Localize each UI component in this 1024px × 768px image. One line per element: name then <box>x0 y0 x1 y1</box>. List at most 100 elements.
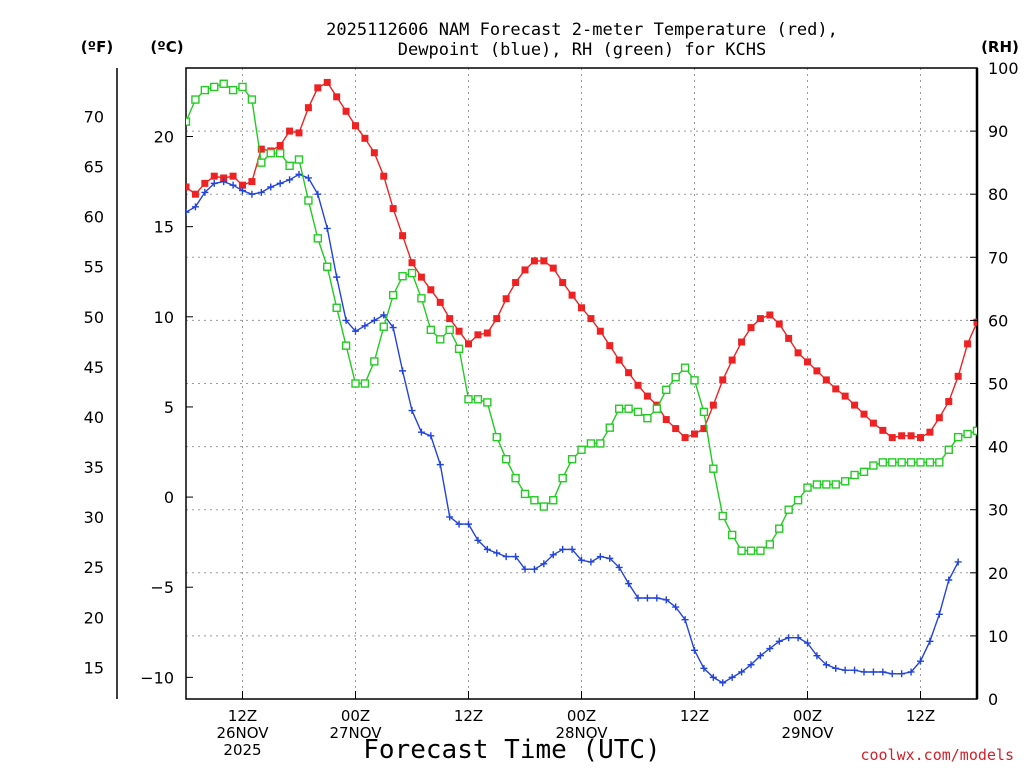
relative-humidity-point <box>963 429 972 439</box>
relative-humidity-point <box>784 505 793 514</box>
2-meter-temperature-point <box>210 172 218 180</box>
2-meter-temperature-point <box>314 84 322 92</box>
relative-humidity-point <box>690 376 699 385</box>
dewpoint-point <box>239 187 246 195</box>
dewpoint-point <box>672 603 680 611</box>
dewpoint-point <box>370 316 378 324</box>
tick-labels: −10−505101520152025303540455055606570010… <box>84 59 1019 759</box>
fahrenheit-tick-label: 35 <box>84 458 104 477</box>
2-meter-temperature-point <box>229 172 237 180</box>
2-meter-temperature-point <box>380 172 388 180</box>
dewpoint-point <box>465 520 472 528</box>
time-tick-label: 00Z <box>567 707 596 725</box>
dewpoint-point <box>719 679 727 687</box>
2-meter-temperature-point <box>446 315 454 323</box>
2-meter-temperature-point <box>295 129 303 137</box>
dewpoint-point <box>945 576 953 584</box>
time-tick-label: 27NOV <box>329 724 382 742</box>
relative-humidity-point <box>332 303 341 312</box>
relative-humidity-point <box>483 398 492 407</box>
relative-humidity-point <box>746 546 756 555</box>
2-meter-temperature-point <box>662 416 670 424</box>
relative-humidity-point <box>351 379 360 388</box>
2-meter-temperature-point <box>879 426 887 434</box>
relative-humidity-point <box>379 322 388 331</box>
dewpoint-point <box>380 311 388 319</box>
dewpoint-point <box>804 639 811 647</box>
2-meter-temperature-point <box>860 410 868 418</box>
rh-unit-label: (RH) <box>981 38 1019 56</box>
relative-humidity-point <box>925 458 935 467</box>
fahrenheit-tick-label: 65 <box>84 158 104 177</box>
relative-humidity-point <box>492 432 501 442</box>
dewpoint-point <box>606 554 614 562</box>
dewpoint-point <box>898 670 906 678</box>
relative-humidity-point <box>323 262 332 271</box>
chart-title-line-1: 2025112606 NAM Forecast 2-meter Temperat… <box>326 20 838 40</box>
relative-humidity-point <box>953 432 963 442</box>
relative-humidity-point <box>671 372 680 382</box>
2-meter-temperature-point <box>352 122 359 130</box>
rh-tick-label: 0 <box>988 690 998 709</box>
dewpoint-point <box>474 536 482 544</box>
relative-humidity-point <box>831 480 840 489</box>
fahrenheit-tick-label: 55 <box>84 258 104 277</box>
relative-humidity-point <box>520 489 530 499</box>
relative-humidity-point <box>944 445 953 454</box>
2-meter-temperature-point <box>672 425 680 433</box>
2-meter-temperature-point <box>540 257 548 265</box>
relative-humidity-point <box>812 480 822 489</box>
dewpoint-point <box>794 634 802 642</box>
relative-humidity-point <box>313 234 323 243</box>
fahrenheit-tick-label: 40 <box>84 408 104 427</box>
relative-humidity-point <box>247 95 257 104</box>
fahrenheit-tick-label: 30 <box>84 508 104 527</box>
relative-humidity-point <box>454 344 464 353</box>
dewpoint-point <box>342 316 350 324</box>
2-meter-temperature-point <box>530 257 538 265</box>
dewpoint-point <box>888 670 896 678</box>
dewpoint-point <box>267 183 275 191</box>
2-meter-temperature-point <box>333 93 341 101</box>
dewpoint-point <box>361 322 369 330</box>
relative-humidity-point <box>341 341 351 350</box>
time-tick-label: 00Z <box>793 707 822 725</box>
celsius-tick-label: 0 <box>164 488 174 507</box>
dewpoint-point <box>333 273 341 281</box>
dewpoint-point <box>201 188 209 196</box>
2-meter-temperature-point <box>474 331 482 339</box>
dewpoint-point <box>455 520 463 528</box>
dewpoint-point <box>869 668 877 676</box>
relative-humidity-point <box>186 117 191 126</box>
relative-humidity-point <box>624 404 633 413</box>
relative-humidity-point <box>567 455 577 464</box>
chart-title-line-2: Dewpoint (blue), RH (green) for KCHS <box>398 40 766 60</box>
2-meter-temperature-point <box>719 376 727 384</box>
2-meter-temperature-point <box>728 356 736 364</box>
relative-humidity-point <box>605 423 614 432</box>
rh-tick-label: 80 <box>988 185 1008 204</box>
dewpoint-point <box>860 668 868 676</box>
dewpoint-point <box>625 580 633 588</box>
relative-humidity-point <box>765 540 775 549</box>
2-meter-temperature-point <box>389 205 397 213</box>
2-meter-temperature-point <box>625 369 633 377</box>
relative-humidity-point <box>191 95 200 104</box>
dewpoint-point <box>851 666 859 674</box>
2-meter-temperature-point <box>186 183 190 191</box>
2-meter-temperature-point <box>785 334 793 342</box>
fahrenheit-tick-label: 25 <box>84 558 104 577</box>
rh-tick-label: 60 <box>988 311 1008 330</box>
relative-humidity-point <box>407 268 417 278</box>
dewpoint-point <box>220 178 228 186</box>
celsius-tick-label: 5 <box>164 398 174 417</box>
dewpoint-point <box>756 652 764 660</box>
relative-humidity-point <box>586 439 596 448</box>
dewpoint-point <box>728 673 736 681</box>
2-meter-temperature-point <box>615 356 623 364</box>
dewpoint-point <box>427 432 435 440</box>
relative-humidity-point <box>793 496 803 505</box>
dewpoint-point <box>596 553 604 561</box>
dewpoint-point <box>502 553 510 561</box>
2-meter-temperature-point <box>634 381 642 389</box>
